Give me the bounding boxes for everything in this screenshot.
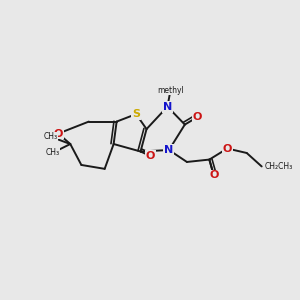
Text: O: O — [223, 143, 232, 154]
Text: N: N — [164, 145, 174, 155]
Text: O: O — [209, 170, 218, 180]
Text: O: O — [54, 129, 63, 139]
Text: N: N — [163, 102, 172, 112]
Text: CH₂CH₃: CH₂CH₃ — [265, 162, 293, 171]
Text: S: S — [132, 109, 140, 119]
Text: CH₃: CH₃ — [45, 148, 59, 158]
Text: methyl: methyl — [157, 86, 184, 95]
Text: O: O — [193, 112, 202, 122]
Text: O: O — [146, 151, 155, 161]
Text: CH₃: CH₃ — [43, 132, 57, 141]
